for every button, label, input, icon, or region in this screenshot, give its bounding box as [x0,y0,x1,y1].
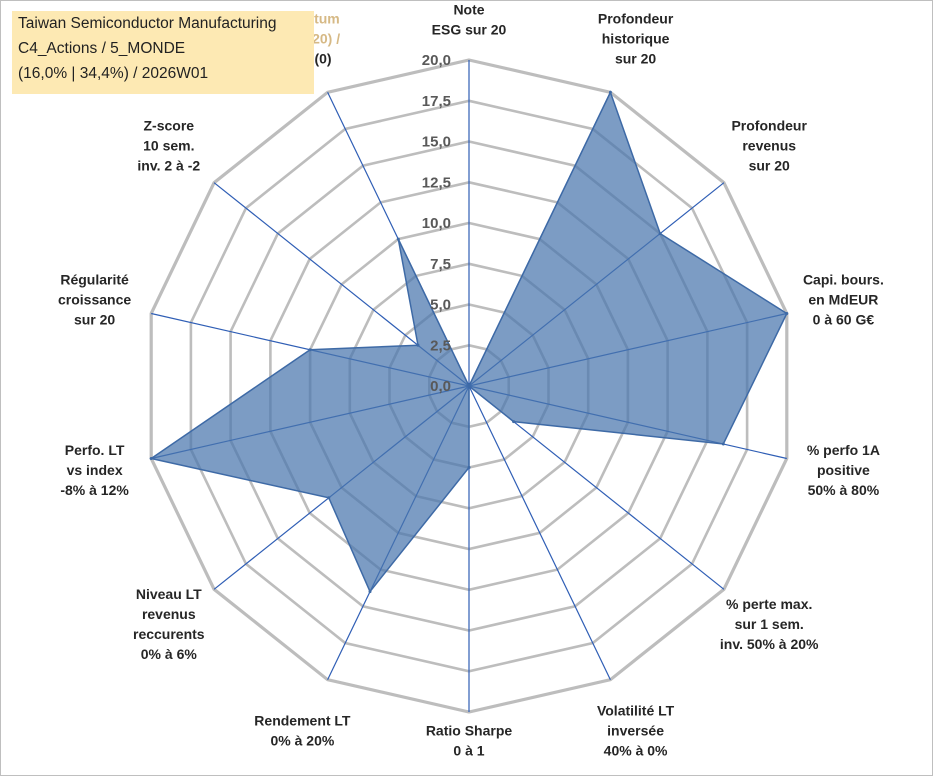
axis-label: Ratio Sharpe [426,723,513,739]
axis-label: -8% à 12% [60,482,129,498]
axis-label: positive [817,462,870,478]
axis-label: sur 20 [615,51,656,67]
data-point [327,496,331,500]
axis-label-group: % perte max. sur 1 sem. inv. 50% à 20% [720,596,819,652]
axis-label-group: Profondeur historique sur 20 [598,11,674,67]
tick-label: 15,0 [422,134,451,151]
axis-label-group: Régularité croissance sur 20 [58,271,131,327]
tick-label: 7,5 [430,256,451,273]
tick-label: 2,5 [430,337,451,354]
axis-label: 10 sem. [143,137,194,153]
data-point [416,343,420,347]
axis-label: reccurents [133,626,205,642]
tick-label: 5,0 [430,297,451,314]
data-point [308,348,312,352]
axis-label-group: % perfo 1A positive 50% à 80% [807,442,880,498]
info-box: Taiwan Semiconductor Manufacturing C4_Ac… [12,11,314,94]
axis-label-group: Perfo. LT vs index -8% à 12% [60,442,129,498]
axis-label-group: Volatilité LT inversée 40% à 0% [597,703,675,759]
tick-label: 12,5 [422,174,451,191]
axis-labels: Note ESG sur 20 Profondeur historique sur 20… [58,2,884,759]
data-point [368,590,372,594]
radar-series [149,90,789,594]
axis-label: Niveau LT [136,586,202,602]
radar-spoke [468,385,611,680]
data-point [512,420,516,424]
axis-label: Rendement LT [254,713,351,729]
data-point [608,90,612,94]
company-name: Taiwan Semiconductor Manufacturing [18,15,277,32]
axis-label: 0 à 1 [453,743,484,759]
axis-label: 40% à 0% [604,743,668,759]
axis-label-group: Capi. bours. en MdEUR 0 à 60 G€ [803,271,884,327]
axis-label: 0 à 60 G€ [813,311,875,327]
axis-label-group: Note ESG sur 20 [432,2,507,38]
axis-label: vs index [67,462,123,478]
axis-label: % perte max. [726,596,812,612]
axis-label: Note [453,2,484,18]
tick-label: 10,0 [422,215,451,232]
axis-label: inv. 50% à 20% [720,636,819,652]
data-point [467,466,471,469]
axis-label: Régularité [60,271,129,287]
axis-label: Profondeur [598,11,674,27]
data-point [396,237,400,241]
tick-label: 17,5 [422,93,451,110]
axis-label: 50% à 80% [808,482,880,498]
tick-label: 20,0 [422,52,451,69]
axis-label-group: Z-score 10 sem. inv. 2 à -2 [137,117,200,173]
axis-label: revenus [742,137,796,153]
portfolio-label: C4_Actions / 5_MONDE [18,40,186,57]
axis-label: en MdEUR [808,291,878,307]
axis-label: inv. 2 à -2 [137,157,200,173]
axis-label: 0% à 20% [270,733,334,749]
axis-label-group: Rendement LT 0% à 20% [254,713,351,749]
axis-label-group: Ratio Sharpe 0 à 1 [426,723,513,759]
axis-label: sur 1 sem. [735,616,804,632]
axis-label-group: Profondeur revenus sur 20 [731,117,807,173]
axis-label: revenus [142,606,196,622]
data-point [721,442,725,446]
axis-label-group: Niveau LT revenus reccurents 0% à 6% [133,586,205,662]
axis-label: Perfo. LT [65,442,125,458]
axis-label: Z-score [144,117,195,133]
axis-label: % perfo 1A [807,442,880,458]
stats-label: (16,0% | 34,4%) / 2026W01 [18,65,209,82]
data-point [467,384,471,388]
axis-label: 0% à 6% [141,646,198,662]
tick-label: 0,0 [430,378,451,395]
axis-label: Profondeur [731,117,807,133]
data-point [149,457,153,460]
data-point [785,312,789,315]
axis-label: Volatilité LT [597,703,675,719]
radial-ticks: 0,0 2,5 5,0 7,5 10,0 12,5 15,0 17,5 20,0 [422,52,451,395]
axis-label: croissance [58,291,131,307]
axis-label: sur 20 [74,311,115,327]
axis-label: Capi. bours. [803,271,884,287]
data-point [658,232,662,236]
axis-label: inversée [607,723,664,739]
axis-label: historique [602,31,670,47]
axis-label: sur 20 [749,157,790,173]
axis-label: ESG sur 20 [432,22,507,38]
